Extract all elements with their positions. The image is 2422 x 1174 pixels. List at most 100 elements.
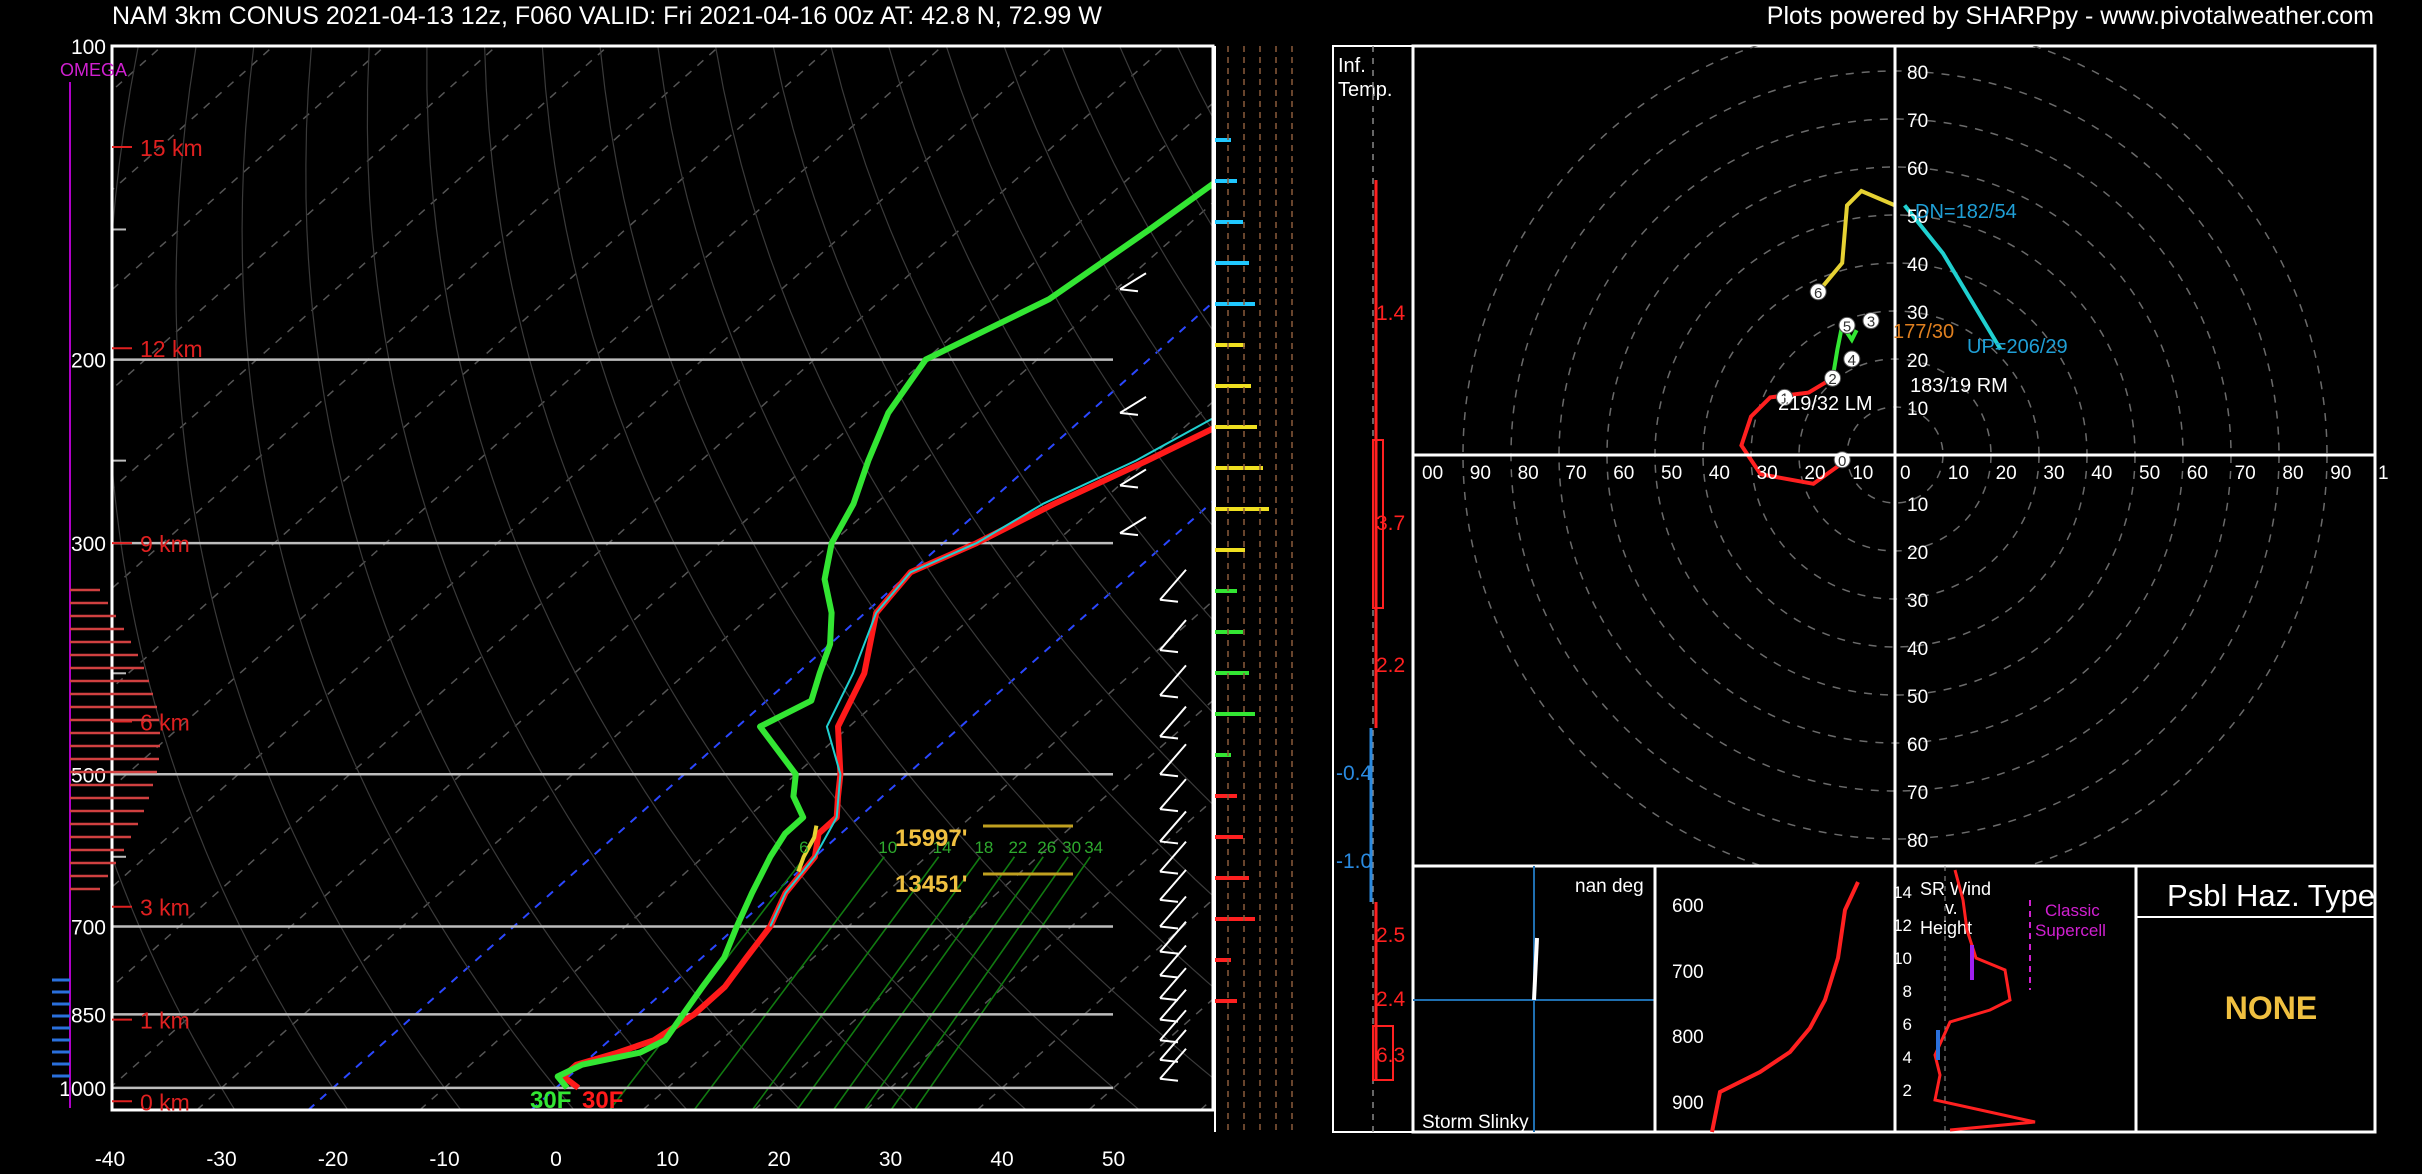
wind-barb-flag: [1159, 925, 1179, 930]
hodo-annotation-rm: 183/19 RM: [1910, 375, 2008, 397]
hodo-x-label: 60: [1613, 463, 1634, 484]
wind-barb: [1159, 921, 1187, 953]
sr-wind-tick-label: 8: [1903, 982, 1912, 1001]
inf-temp-value: 2.5: [1376, 924, 1405, 947]
hodo-ring-label-lower: 20: [1907, 543, 1928, 564]
skewt-frame: [110, 44, 1215, 1112]
hodo-marker-label: 4: [1848, 352, 1856, 369]
isotherm: [112, 46, 720, 590]
sr-wind-title-2: v.: [1945, 898, 1958, 918]
inf-temp-title-1: Inf.: [1338, 55, 1366, 77]
hodo-x-label: 20: [1804, 463, 1825, 484]
omega-label: OMEGA: [60, 60, 127, 80]
isotherm: [112, 46, 943, 789]
isotherm: [530, 499, 1213, 1110]
hodo-annotation-dn: DN=182/54: [1915, 201, 2017, 223]
hodo-marker-label: 0: [1838, 453, 1846, 470]
dry-adiabat: [1293, 46, 2422, 1110]
height-label: 9 km: [140, 531, 190, 557]
hodo-x-label: 40: [1709, 463, 1730, 484]
hodo-marker: [1838, 316, 1856, 334]
dry-adiabat: [888, 46, 1213, 622]
temperature-tick-label: 10: [656, 1148, 679, 1171]
slinky-label: nan deg: [1575, 876, 1644, 897]
hodo-x-label: 60: [2187, 463, 2208, 484]
hodo-ring-label: 80: [1907, 63, 1928, 84]
hazard-value: NONE: [2224, 990, 2318, 1026]
isotherm: [112, 46, 274, 192]
hodo-x-label: 90: [1470, 463, 1491, 484]
sr-wind-tick-label: 14: [1893, 883, 1912, 902]
surface-dewpoint-label: 30F: [530, 1087, 571, 1114]
hodo-ring-label-lower: 50: [1907, 687, 1928, 708]
height-label: 3 km: [140, 895, 190, 921]
hodo-x-label: 10: [1852, 463, 1873, 484]
profile-line-1: [554, 180, 1213, 1090]
pressure-tick-label: 700: [71, 917, 106, 940]
wind-barb: [1119, 468, 1147, 487]
hodo-marker-label: 6: [1814, 285, 1822, 302]
hodo-ring-label-lower: 70: [1907, 783, 1928, 804]
hodo-x-label: 70: [2235, 463, 2256, 484]
sr-wind-frame: [1893, 864, 2138, 1134]
dry-adiabat: [484, 46, 1027, 1110]
dry-adiabat: [112, 855, 236, 1110]
dry-adiabat: [426, 46, 914, 1110]
header-title: NAM 3km CONUS 2021-04-13 12z, F060 VALID…: [112, 2, 1102, 30]
hodo-x-label: 70: [1565, 463, 1586, 484]
dry-adiabat: [112, 46, 349, 1110]
hodo-x-label: 50: [1661, 463, 1682, 484]
wind-barb-flag: [1159, 808, 1179, 813]
mixing-ratio-label: 34: [1084, 838, 1103, 857]
pressure-tick-label: 200: [71, 350, 106, 373]
hodo-x-label: 50: [2139, 463, 2160, 484]
dry-adiabat: [1350, 46, 2422, 1110]
wind-barb: [1119, 396, 1147, 414]
isotherm: [1199, 1097, 1213, 1110]
hodo-x-label: 10: [1948, 463, 1969, 484]
hazard-title: Psbl Haz. Type: [2167, 878, 2375, 913]
theta-e-tick-label: 800: [1672, 1027, 1704, 1048]
wind-barb: [1159, 705, 1187, 738]
mixing-ratio-label: 26: [1037, 838, 1056, 857]
surface-temp-label: 30F: [582, 1087, 623, 1114]
hodo-trace-yellow: [1816, 188, 1896, 294]
pressure-tick-label: 100: [71, 36, 106, 59]
inf-temp-value: 2.2: [1376, 654, 1405, 677]
wind-barb: [1159, 895, 1187, 928]
wind-barb-flag: [1159, 898, 1179, 903]
theta-e-tick-label: 600: [1672, 896, 1704, 917]
hodo-x-label: 80: [2282, 463, 2303, 484]
mixing-ratio-label: 10: [878, 838, 897, 857]
height-label: 1 km: [140, 1008, 190, 1034]
mixing-ratio-line: [890, 856, 1069, 1110]
pressure-tick-label: 300: [71, 533, 106, 556]
hodo-annotation-lm: 219/32 LM: [1778, 393, 1873, 415]
wind-barb: [1159, 869, 1187, 901]
hodo-ring-label-lower: 30: [1907, 591, 1928, 612]
isotherm: [112, 46, 609, 490]
wind-barb-flag: [1159, 870, 1179, 875]
isotherm: [865, 798, 1213, 1110]
wind-barb: [1159, 743, 1187, 775]
mixing-ratio-line: [863, 856, 1044, 1110]
hodo-ring-label-lower: 40: [1907, 639, 1928, 660]
hodo-x-label: 0: [1900, 463, 1911, 484]
inf-temp-box-low: [1372, 1025, 1394, 1081]
wind-barb-flag: [1159, 974, 1179, 979]
mixing-ratio-label: 14: [933, 838, 952, 857]
inf-temp-title-2: Temp.: [1338, 79, 1392, 101]
isotherm: [196, 201, 1213, 1110]
hodo-x-label: 00: [1422, 463, 1443, 484]
theta-e-tick-label: 900: [1672, 1093, 1704, 1114]
wind-barb-flag: [1159, 1077, 1179, 1082]
profile-line-2: [769, 417, 1213, 927]
hodo-marker-label: 5: [1843, 318, 1851, 335]
height-label: 6 km: [140, 710, 190, 736]
wind-barb: [1159, 664, 1187, 697]
hodo-ring-label: 50: [1907, 207, 1928, 228]
slinky-vector: [1532, 937, 1539, 1001]
hodo-ring-label: 40: [1907, 255, 1928, 276]
